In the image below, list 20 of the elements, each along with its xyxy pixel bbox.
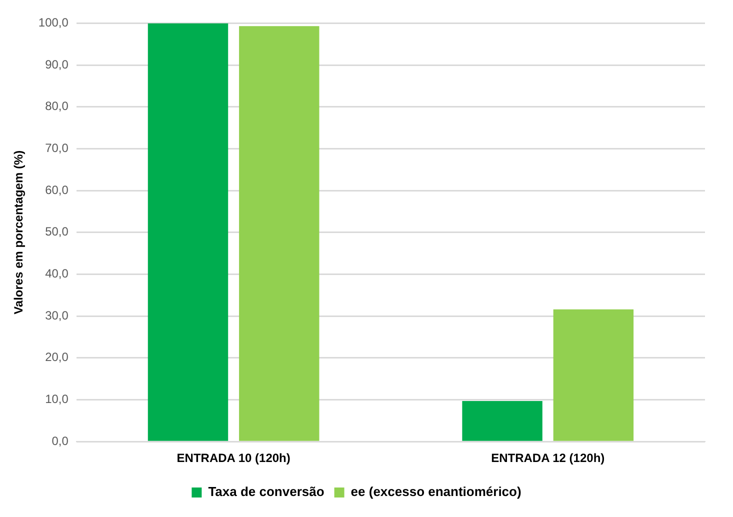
y-tick-label: 20,0 <box>45 350 69 364</box>
y-tick-label: 100,0 <box>38 16 69 30</box>
y-tick-label: 40,0 <box>45 266 69 281</box>
y-tick-label: 30,0 <box>45 308 69 322</box>
y-tick-label: 50,0 <box>45 224 69 239</box>
legend-label: ee (excesso enantiomérico) <box>350 484 522 500</box>
bar <box>553 309 634 441</box>
y-tick-label: 60,0 <box>45 182 69 197</box>
y-tick-label: 10,0 <box>45 392 69 406</box>
y-tick-label: 70,0 <box>45 141 69 156</box>
y-tick-label: 90,0 <box>45 57 69 72</box>
x-tick-label: ENTRADA 10 (120h) <box>176 451 290 466</box>
legend-label: Taxa de conversão <box>208 484 324 500</box>
bar <box>239 26 320 441</box>
bar <box>148 23 228 441</box>
y-tick-label: 0,0 <box>52 434 69 448</box>
bar <box>462 401 542 441</box>
x-tick-label: ENTRADA 12 (120h) <box>491 451 605 466</box>
y-axis-title: Valores em porcentagem (%) <box>12 150 26 314</box>
y-tick-label: 80,0 <box>45 99 69 114</box>
